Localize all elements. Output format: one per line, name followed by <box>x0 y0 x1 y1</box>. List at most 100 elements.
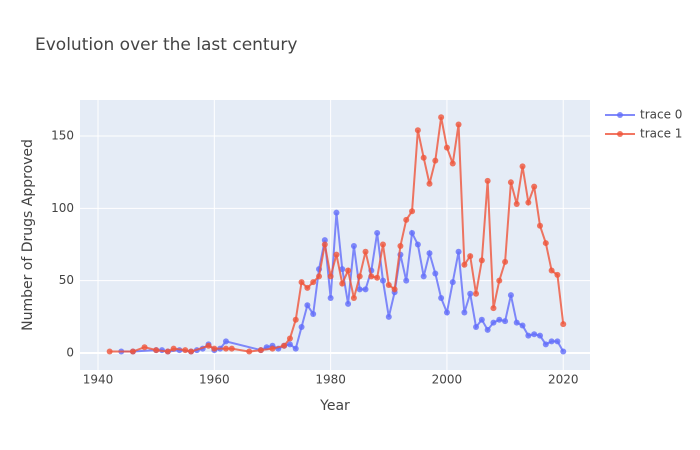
point <box>316 273 323 280</box>
point <box>409 229 416 236</box>
legend-label: trace 0 <box>640 108 682 122</box>
point <box>281 342 288 349</box>
point <box>222 338 229 345</box>
point <box>321 241 328 248</box>
point <box>426 250 433 257</box>
point <box>542 341 549 348</box>
point <box>432 157 439 164</box>
point <box>339 266 346 273</box>
point <box>269 345 276 352</box>
point <box>473 323 480 330</box>
point <box>525 332 532 339</box>
point <box>519 163 526 170</box>
point <box>414 241 421 248</box>
legend-label: trace 1 <box>640 127 682 141</box>
point <box>531 331 538 338</box>
point <box>461 261 468 268</box>
point <box>374 274 381 281</box>
point <box>385 313 392 320</box>
point <box>420 154 427 161</box>
point <box>449 160 456 167</box>
y-tick-label: 0 <box>66 346 74 360</box>
point <box>548 267 555 274</box>
point <box>188 348 195 355</box>
x-tick-label: 2000 <box>432 373 463 387</box>
point <box>548 338 555 345</box>
point <box>560 321 567 328</box>
x-tick-label: 1940 <box>83 373 114 387</box>
point <box>106 348 113 355</box>
point <box>490 305 497 312</box>
point <box>536 332 543 339</box>
point <box>141 344 148 351</box>
x-tick-label: 1960 <box>199 373 230 387</box>
y-tick-label: 100 <box>51 201 74 215</box>
point <box>129 348 136 355</box>
point <box>409 208 416 215</box>
point <box>536 222 543 229</box>
point <box>292 345 299 352</box>
point <box>327 295 334 302</box>
x-axis-label: Year <box>319 398 350 414</box>
point <box>286 341 293 348</box>
point <box>379 277 386 284</box>
point <box>438 295 445 302</box>
point <box>345 267 352 274</box>
point <box>333 209 340 216</box>
point <box>403 277 410 284</box>
y-tick-label: 150 <box>51 129 74 143</box>
point <box>496 316 503 323</box>
point <box>467 253 474 260</box>
point <box>286 335 293 342</box>
point <box>379 241 386 248</box>
point <box>478 257 485 264</box>
point <box>432 270 439 277</box>
point <box>455 248 462 255</box>
point <box>484 177 491 184</box>
point <box>443 144 450 151</box>
point <box>403 216 410 223</box>
y-tick-label: 50 <box>59 273 74 287</box>
point <box>339 280 346 287</box>
point <box>292 316 299 323</box>
x-tick-label: 1980 <box>315 373 346 387</box>
point <box>333 251 340 258</box>
point <box>496 277 503 284</box>
point <box>304 302 311 309</box>
point <box>310 310 317 317</box>
point <box>222 345 229 352</box>
point <box>327 273 334 280</box>
legend-marker <box>617 112 623 118</box>
point <box>356 286 363 293</box>
point <box>502 258 509 265</box>
point <box>513 319 520 326</box>
point <box>321 237 328 244</box>
point <box>310 279 317 286</box>
point <box>362 248 369 255</box>
point <box>153 347 160 354</box>
point <box>507 292 514 299</box>
chart-title: Evolution over the last century <box>35 35 297 55</box>
point <box>362 286 369 293</box>
point <box>350 242 357 249</box>
point <box>490 319 497 326</box>
point <box>420 273 427 280</box>
point <box>473 290 480 297</box>
point <box>414 127 421 134</box>
point <box>560 348 567 355</box>
point <box>298 279 305 286</box>
point <box>182 347 189 354</box>
point <box>507 179 514 186</box>
y-axis-label: Number of Drugs Approved <box>20 139 36 331</box>
point <box>350 295 357 302</box>
point <box>374 229 381 236</box>
point <box>211 345 218 352</box>
point <box>443 309 450 316</box>
point <box>542 240 549 247</box>
point <box>554 338 561 345</box>
point <box>478 316 485 323</box>
point <box>513 201 520 208</box>
point <box>531 183 538 190</box>
point <box>228 345 235 352</box>
